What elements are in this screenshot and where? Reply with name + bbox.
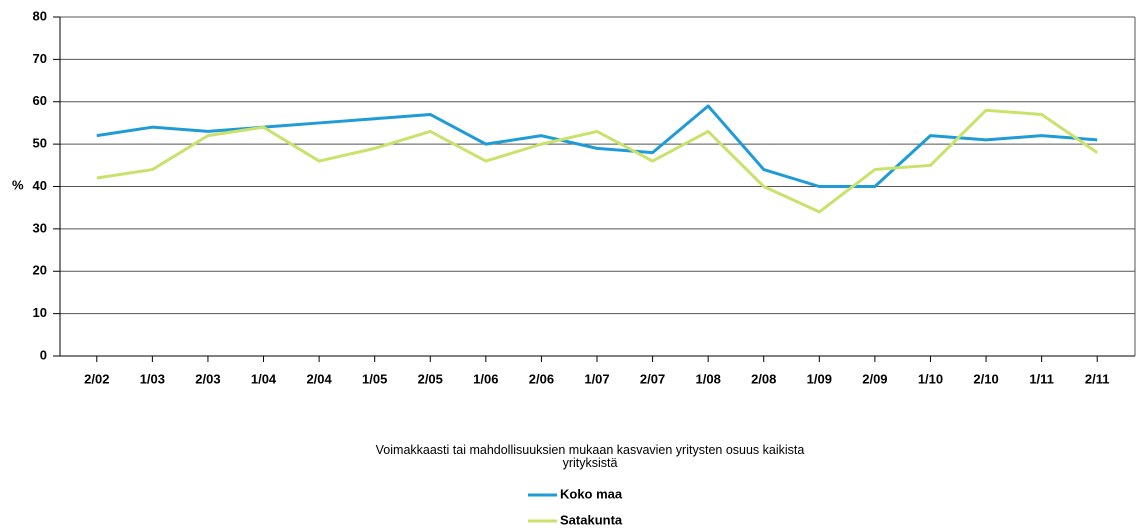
x-tick-label: 2/11 [1085,371,1110,386]
x-tick-label: 1/07 [584,371,609,386]
y-tick-label: 70 [33,51,47,66]
y-tick-label: 80 [33,8,47,23]
series-line [96,108,1099,214]
series-line [96,104,1098,188]
x-tick-label: 1/03 [140,371,165,386]
x-tick-label: 1/08 [696,371,721,386]
x-tick-label: 2/07 [640,371,665,386]
x-tick-label: 2/02 [84,371,109,386]
y-tick-label: 50 [33,136,47,151]
y-tick-label: 40 [33,178,47,193]
y-tick-label: 20 [33,263,47,278]
y-tick-label: 30 [33,220,47,235]
x-tick-label: 1/04 [251,371,277,386]
x-tick-label: 2/09 [862,371,887,386]
y-axis-label: % [12,177,24,192]
x-tick-label: 1/05 [362,371,387,386]
y-tick-label: 0 [40,347,47,362]
x-tick-label: 1/06 [473,371,498,386]
y-tick-label: 60 [33,93,47,108]
x-tick-label: 2/03 [195,371,220,386]
x-tick-label: 1/09 [807,371,832,386]
x-tick-label: 2/04 [306,371,332,386]
y-tick-label: 10 [33,305,47,320]
legend-label: Satakunta [560,512,623,527]
x-tick-label: 1/10 [918,371,943,386]
chart-title: Voimakkaasti tai mahdollisuuksien mukaan… [375,443,805,470]
x-tick-label: 1/11 [1029,371,1054,386]
x-tick-label: 2/06 [529,371,554,386]
legend-label: Koko maa [560,486,623,501]
x-tick-label: 2/10 [973,371,998,386]
x-tick-label: 2/08 [751,371,776,386]
x-tick-label: 2/05 [418,371,443,386]
